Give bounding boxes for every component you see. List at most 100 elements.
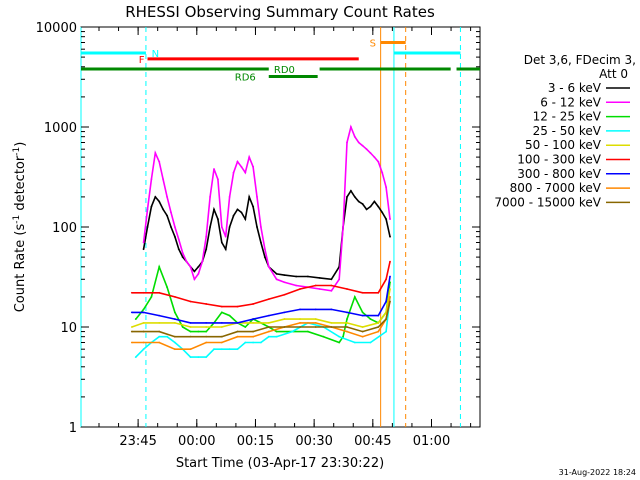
series-point bbox=[377, 291, 380, 294]
y-axis: 1 10 100 1000 10000 bbox=[36, 21, 480, 436]
series-point bbox=[260, 341, 262, 344]
y-tick-label: 1000 bbox=[44, 121, 77, 136]
series-point bbox=[232, 214, 235, 217]
series-point bbox=[283, 311, 286, 314]
series-point bbox=[346, 318, 348, 320]
legend-entry-label: 12 - 25 keV bbox=[533, 110, 602, 124]
series-point bbox=[373, 156, 376, 159]
series-point bbox=[381, 211, 384, 214]
series-point bbox=[236, 348, 239, 351]
series-point bbox=[369, 205, 372, 208]
series-point bbox=[166, 214, 168, 217]
series-point bbox=[130, 291, 133, 294]
series-point bbox=[177, 238, 180, 241]
series-point bbox=[342, 226, 344, 228]
series-point bbox=[205, 335, 208, 338]
series-point bbox=[146, 226, 149, 228]
series-point bbox=[220, 348, 223, 351]
series-point bbox=[189, 335, 192, 338]
series-point bbox=[158, 160, 161, 163]
series-point bbox=[166, 286, 168, 289]
series-point bbox=[389, 275, 391, 278]
series-point bbox=[318, 276, 321, 279]
series-point bbox=[134, 356, 137, 359]
series-point bbox=[377, 160, 380, 163]
series-point bbox=[228, 348, 231, 351]
series-point bbox=[330, 326, 333, 328]
footer-date: 31-Aug-2022 18:24 bbox=[559, 468, 636, 477]
series-point bbox=[350, 189, 352, 192]
series-point bbox=[228, 195, 231, 198]
series-point bbox=[318, 288, 321, 290]
series-point bbox=[189, 265, 192, 268]
flag-label-rd0: RD0 bbox=[274, 65, 295, 76]
series-point bbox=[385, 186, 388, 189]
series-point bbox=[346, 141, 348, 144]
series-point bbox=[263, 248, 266, 251]
series-point bbox=[373, 200, 376, 203]
series-point bbox=[389, 295, 391, 298]
x-axis-label: Start Time (03-Apr-17 23:30:22) bbox=[176, 456, 384, 471]
series-point bbox=[314, 284, 317, 287]
series-point bbox=[244, 341, 247, 344]
series-point bbox=[389, 300, 391, 303]
series-point bbox=[385, 218, 388, 220]
series-point bbox=[240, 211, 243, 214]
series-point bbox=[353, 341, 356, 344]
series-point bbox=[220, 326, 223, 328]
series-point bbox=[306, 275, 309, 278]
x-tick-label: 00:00 bbox=[178, 434, 215, 449]
legend-entry-label: 800 - 7000 keV bbox=[510, 181, 602, 195]
y-axis-label: Count Rate (s-1 detector-1) bbox=[12, 142, 28, 313]
series-point bbox=[236, 160, 239, 163]
series-point bbox=[346, 321, 348, 324]
series-point bbox=[252, 318, 255, 320]
series-point bbox=[267, 330, 270, 333]
series-point bbox=[385, 300, 388, 303]
series-point bbox=[205, 330, 208, 333]
series-point bbox=[134, 318, 137, 320]
x-axis: 23:45 00:00 00:15 00:30 00:45 01:00 bbox=[98, 27, 472, 449]
series-point bbox=[361, 291, 364, 294]
series-point bbox=[142, 311, 145, 314]
series-point bbox=[248, 156, 251, 159]
series-point bbox=[381, 171, 384, 174]
series-point bbox=[389, 218, 391, 220]
series-point bbox=[353, 195, 356, 198]
series-point bbox=[228, 314, 231, 317]
x-tick-label: 00:15 bbox=[237, 434, 274, 449]
series-point bbox=[252, 321, 255, 324]
series-point bbox=[181, 326, 184, 328]
series-point bbox=[158, 265, 161, 268]
series-point bbox=[158, 291, 161, 294]
series-point bbox=[314, 321, 317, 324]
series-point bbox=[150, 205, 153, 208]
series-point bbox=[244, 218, 247, 220]
series-point bbox=[220, 311, 223, 314]
series-point bbox=[158, 330, 161, 333]
series-point bbox=[189, 356, 192, 359]
series-point bbox=[185, 260, 188, 263]
series-point bbox=[275, 278, 278, 281]
series-point bbox=[346, 311, 348, 314]
series-point bbox=[197, 265, 200, 268]
series-point bbox=[173, 348, 176, 351]
series-point bbox=[189, 321, 192, 324]
series-point bbox=[220, 321, 223, 324]
legend-entry-label: 7000 - 15000 keV bbox=[494, 195, 601, 209]
series-point bbox=[193, 278, 196, 281]
series-point bbox=[346, 288, 348, 290]
series-point bbox=[338, 335, 341, 338]
legend-entry-label: 3 - 6 keV bbox=[548, 81, 602, 95]
series-point bbox=[220, 241, 223, 244]
series-point bbox=[189, 300, 192, 303]
series-point bbox=[244, 171, 247, 174]
series-point bbox=[377, 205, 380, 208]
series-point bbox=[154, 195, 157, 198]
series-point bbox=[357, 141, 360, 144]
series-point bbox=[346, 195, 348, 198]
series-point bbox=[361, 311, 364, 314]
series-point bbox=[236, 305, 239, 308]
series-point bbox=[267, 321, 270, 324]
